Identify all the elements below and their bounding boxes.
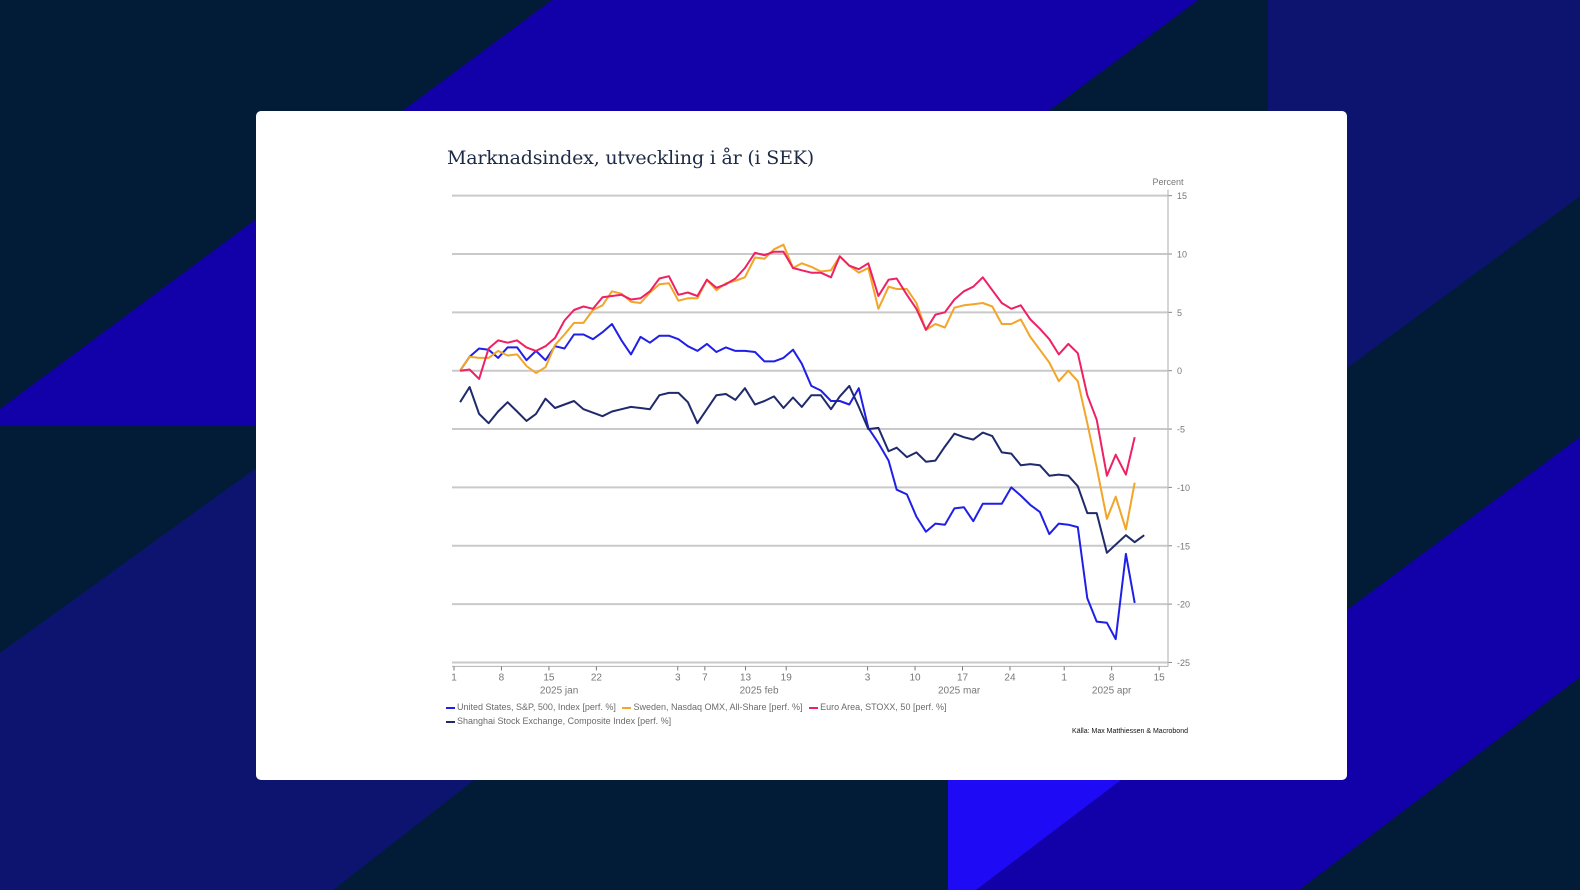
y-tick-label: -5 [1177,425,1185,435]
legend-item-shanghai: Shanghai Stock Exchange, Composite Index… [446,714,671,728]
x-month-label: 2025 jan [540,685,578,696]
y-tick-label: -25 [1177,658,1190,668]
x-tick-label: 3 [675,672,681,683]
series-line-2 [459,250,1136,477]
x-tick-label: 1 [1061,672,1067,683]
x-tick-label: 15 [543,672,555,683]
x-tick-label: 13 [740,672,752,683]
x-tick-label: 15 [1154,672,1166,683]
y-tick-label: 0 [1177,366,1182,376]
series-lines [459,243,1145,641]
y-axis-label: Percent [1152,177,1184,187]
legend-swatch [622,706,632,709]
legend-label: Euro Area, STOXX, 50 [perf. %] [820,702,947,712]
legend-item-stoxx: Euro Area, STOXX, 50 [perf. %] [809,700,946,714]
legend-swatch [446,720,455,723]
series-line-3 [459,384,1145,554]
legend-label: United States, S&P, 500, Index [perf. %] [457,702,616,712]
legend-label: Shanghai Stock Exchange, Composite Index… [457,716,672,726]
x-tick-label: 22 [591,672,603,683]
x-tick-label: 1 [451,672,457,683]
series-line-1 [459,243,1136,531]
x-month-label: 2025 apr [1092,685,1132,696]
axes: 15 10 5 0 -5 -10 -15 -20 -25 1 8 15 22 3 7 13 19 3 10 17 24 1… [451,189,1190,696]
chart-card [256,111,1347,780]
legend-label: Sweden, Nasdaq OMX, All-Share [perf. %] [633,702,803,712]
x-tick-label: 8 [499,672,505,683]
y-tick-label: -10 [1177,483,1190,493]
legend-swatch [446,706,455,709]
chart-source: Källa: Max Matthiessen & Macrobond [1072,728,1188,735]
y-tick-label: 15 [1177,191,1187,201]
x-month-label: 2025 feb [740,685,779,696]
legend-item-sp500: United States, S&P, 500, Index [perf. %] [446,700,616,714]
x-tick-label: 10 [909,672,921,683]
chart-legend: United States, S&P, 500, Index [perf. %]… [446,700,950,728]
x-tick-label: 3 [865,672,871,683]
series-line-0 [459,323,1136,641]
chart-title: Marknadsindex, utveckling i år (i SEK) [447,147,814,169]
x-tick-label: 7 [702,672,708,683]
x-month-label: 2025 mar [938,685,981,696]
x-tick-label: 8 [1109,672,1115,683]
x-tick-label: 19 [781,672,793,683]
legend-swatch [809,706,819,709]
x-tick-label: 24 [1004,672,1016,683]
y-tick-label: 10 [1177,250,1187,260]
y-tick-label: 5 [1177,308,1182,318]
legend-item-omx: Sweden, Nasdaq OMX, All-Share [perf. %] [622,700,803,714]
y-tick-label: -15 [1177,541,1190,551]
background-band-bright [948,780,1121,890]
x-tick-label: 17 [957,672,969,683]
y-tick-label: -20 [1177,600,1190,610]
